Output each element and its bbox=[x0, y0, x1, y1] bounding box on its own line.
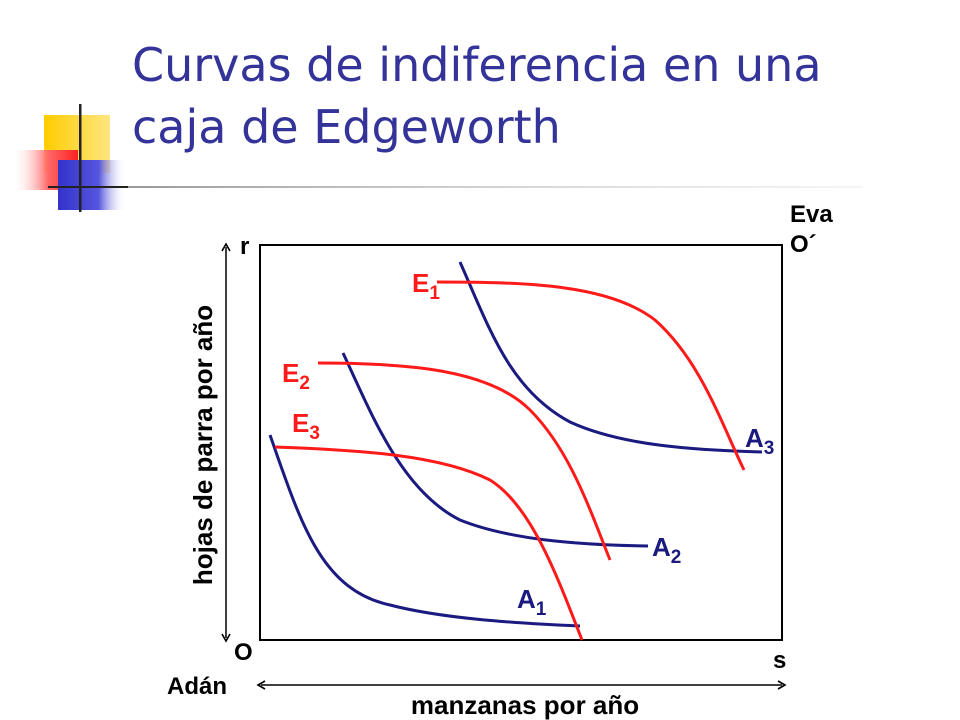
origin-adam-label: O bbox=[234, 639, 253, 666]
adam-curve-a2 bbox=[341, 352, 649, 548]
curve-label-a2: A2 bbox=[652, 532, 681, 568]
curve-label-a3-letter: A bbox=[745, 423, 764, 453]
adam-curve-a3 bbox=[458, 261, 763, 454]
title-underline bbox=[128, 186, 863, 188]
curve-label-a1-letter: A bbox=[517, 584, 536, 614]
curve-label-e1: E1 bbox=[412, 268, 440, 304]
deco-horizontal-line bbox=[48, 186, 128, 188]
curve-label-e1-sub: 1 bbox=[429, 283, 440, 304]
curve-label-a2-sub: 2 bbox=[671, 547, 682, 568]
curve-label-a3: A3 bbox=[745, 423, 774, 459]
corner-label-r: r bbox=[240, 233, 249, 260]
eve-curve-e1 bbox=[436, 280, 746, 471]
deco-vertical-line bbox=[79, 104, 82, 212]
origin-eve-label: O´ bbox=[790, 231, 817, 258]
curve-label-a3-sub: 3 bbox=[764, 438, 775, 459]
x-axis-label: manzanas por año bbox=[411, 690, 639, 720]
slide-title-line-2: caja de Edgeworth bbox=[132, 100, 561, 154]
curve-label-e2-letter: E bbox=[282, 358, 299, 388]
curve-label-a2-letter: A bbox=[652, 532, 671, 562]
slide-title-line-1: Curvas de indiferencia en una bbox=[132, 38, 822, 92]
deco-blue-square bbox=[58, 160, 126, 210]
slide-title: Curvas de indiferencia en una caja de Ed… bbox=[132, 34, 932, 158]
eve-curve-e2 bbox=[317, 361, 612, 561]
y-axis-label: hojas de parra por año bbox=[188, 305, 218, 585]
origin-eve-name: Eva bbox=[790, 201, 833, 228]
eve-curve-e3 bbox=[274, 445, 584, 641]
adam-curve-a1 bbox=[268, 434, 581, 628]
curve-label-e2-sub: 2 bbox=[299, 373, 310, 394]
edgeworth-box bbox=[259, 244, 783, 641]
corner-label-s: s bbox=[773, 647, 786, 674]
curve-label-a1-sub: 1 bbox=[536, 599, 547, 620]
curve-label-e1-letter: E bbox=[412, 268, 429, 298]
curve-label-e3-letter: E bbox=[292, 408, 309, 438]
origin-adam-name: Adán bbox=[167, 673, 227, 700]
curve-label-e3: E3 bbox=[292, 408, 320, 444]
curve-label-a1: A1 bbox=[517, 584, 547, 620]
curve-label-e2: E2 bbox=[282, 358, 310, 394]
curve-label-e3-sub: 3 bbox=[309, 423, 320, 444]
